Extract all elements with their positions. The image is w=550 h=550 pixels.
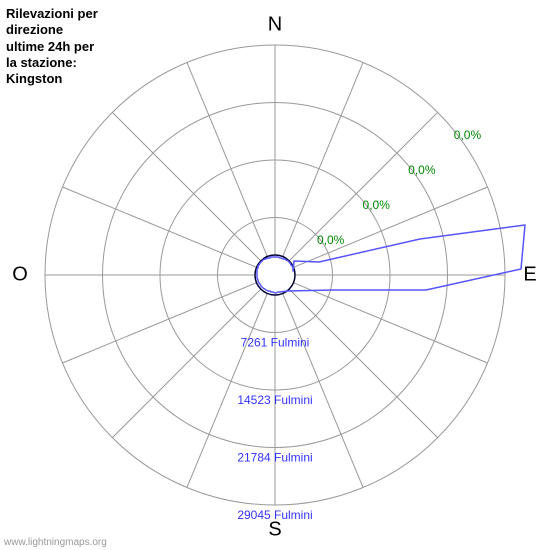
ring-label-count: 14523 Fulmini: [237, 393, 312, 407]
rose-polygon: [257, 225, 525, 293]
cardinal-E: E: [523, 263, 536, 285]
ring-label-count: 7261 Fulmini: [241, 336, 310, 350]
ring-label-percent: 0,0%: [454, 128, 482, 142]
ring-label-percent: 0,0%: [363, 198, 391, 212]
ring-label-percent: 0,0%: [317, 233, 345, 247]
cardinal-N: N: [268, 13, 282, 35]
cardinal-O: O: [12, 263, 28, 285]
ring-label-percent: 0,0%: [408, 163, 436, 177]
cardinal-S: S: [268, 518, 281, 540]
ring-label-count: 21784 Fulmini: [237, 451, 312, 465]
polar-chart: 0,0% 7261 Fulmini 0,0% 14523 Fulmini 0,0% 217…: [0, 0, 550, 550]
